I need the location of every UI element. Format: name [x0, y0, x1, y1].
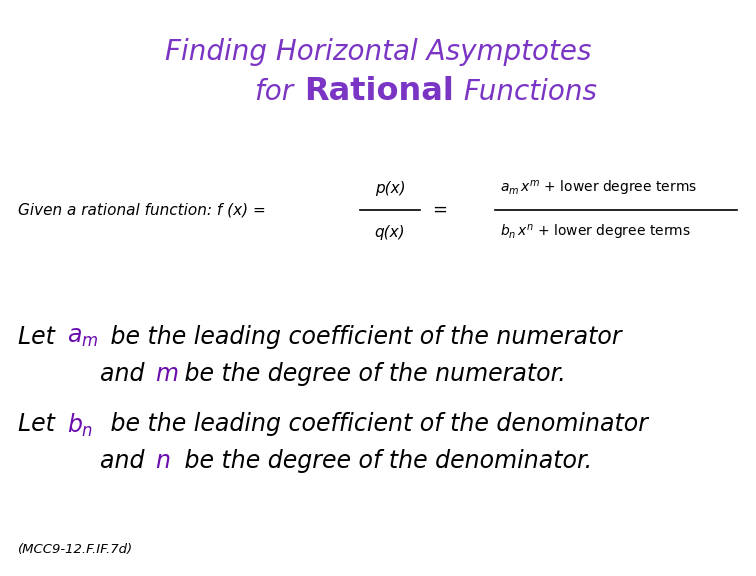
Text: $n$: $n$: [155, 449, 170, 473]
Text: $a_m\,x^m$ + lower degree terms: $a_m\,x^m$ + lower degree terms: [500, 179, 697, 198]
Text: Let: Let: [18, 325, 63, 349]
Text: be the leading coefficient of the numerator: be the leading coefficient of the numera…: [103, 325, 621, 349]
Text: $a_m$: $a_m$: [67, 325, 98, 349]
Text: for: for: [255, 78, 302, 106]
Text: and: and: [100, 449, 152, 473]
Text: =: =: [432, 201, 448, 219]
Text: be the degree of the numerator.: be the degree of the numerator.: [177, 362, 565, 386]
Text: q(x): q(x): [375, 225, 405, 240]
Text: p(x): p(x): [375, 180, 405, 195]
Text: be the degree of the denominator.: be the degree of the denominator.: [177, 449, 592, 473]
Text: $b_n$: $b_n$: [67, 412, 93, 439]
Text: and: and: [100, 362, 152, 386]
Text: Given a rational function: f (x) =: Given a rational function: f (x) =: [18, 203, 271, 218]
Text: Let: Let: [18, 412, 63, 436]
Text: be the leading coefficient of the denominator: be the leading coefficient of the denomi…: [103, 412, 648, 436]
Text: Functions: Functions: [455, 78, 597, 106]
Text: $m$: $m$: [155, 362, 178, 386]
Text: (MCC9-12.F.IF.7d): (MCC9-12.F.IF.7d): [18, 543, 133, 556]
Text: Rational: Rational: [304, 76, 454, 107]
Text: Finding Horizontal Asymptotes: Finding Horizontal Asymptotes: [165, 38, 591, 66]
Text: $b_n\,x^n$ + lower degree terms: $b_n\,x^n$ + lower degree terms: [500, 222, 691, 241]
